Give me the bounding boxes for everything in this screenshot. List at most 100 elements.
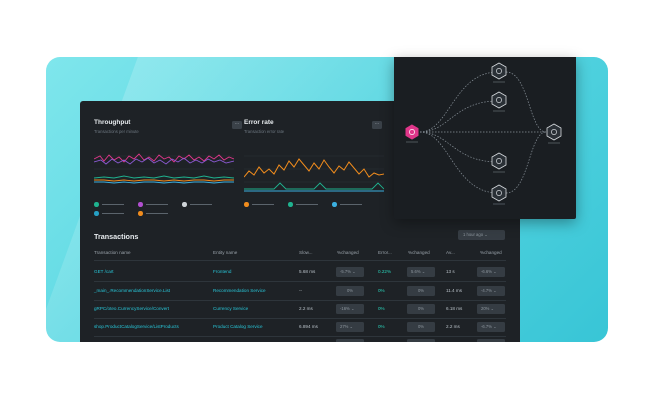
transactions-title: Transactions xyxy=(94,232,139,241)
changed-value: 0% xyxy=(417,306,425,311)
chevron-down-icon: ⌄ xyxy=(484,232,488,237)
legend-item xyxy=(182,202,212,207)
error-rate-more-button[interactable]: ··· xyxy=(372,121,382,129)
series-line-orange xyxy=(244,158,384,178)
legend-item xyxy=(138,211,168,216)
changed-badge: 0% xyxy=(336,286,364,296)
changed-badge: -4.7% ⌄ xyxy=(477,286,505,296)
target-service-node[interactable] xyxy=(546,123,562,144)
edge xyxy=(505,71,547,133)
slow-value: -- xyxy=(299,288,303,293)
error-value: 0.22% xyxy=(378,269,392,274)
error-value: 0% xyxy=(378,306,385,311)
transaction-name-link[interactable]: shop.ProductCatalogService/ListProducts xyxy=(94,324,179,329)
hexagon-node-icon xyxy=(546,123,562,141)
edge xyxy=(419,71,499,133)
changed-badge: 20% ⌄ xyxy=(477,304,505,314)
service-node-a[interactable] xyxy=(491,62,507,83)
legend-item xyxy=(332,202,362,207)
legend-item xyxy=(94,202,124,207)
avg-value: 13 s xyxy=(446,269,455,274)
col-header-changed[interactable]: %changed xyxy=(337,250,359,255)
legend-item xyxy=(94,211,124,216)
col-header-entity-name[interactable]: Entity name xyxy=(213,250,238,255)
col-header-avg[interactable]: Av... xyxy=(446,250,455,255)
changed-badge: 5.6% ⌄ xyxy=(407,267,435,277)
service-icon xyxy=(496,190,502,196)
entity-name-link[interactable]: Frontend xyxy=(213,269,232,274)
row-divider xyxy=(94,336,506,337)
changed-badge: 0% xyxy=(407,304,435,314)
series-line-pink xyxy=(94,153,234,163)
legend-item xyxy=(244,202,274,207)
time-range-dropdown[interactable]: 1 hour ago ⌄ xyxy=(458,230,505,240)
changed-badge: 27% ⌄ xyxy=(336,322,364,332)
hexagon-node-icon xyxy=(491,62,507,80)
time-range-label: 1 hour ago xyxy=(463,232,484,237)
throughput-title: Throughput xyxy=(94,119,131,126)
changed-badge: -5.7% ⌄ xyxy=(336,267,364,277)
service-icon xyxy=(496,68,502,74)
header-divider xyxy=(94,260,506,261)
throughput-chart xyxy=(94,153,234,184)
service-node-b[interactable] xyxy=(491,91,507,112)
service-icon xyxy=(496,97,502,103)
error-value: 0% xyxy=(378,288,385,293)
changed-value: -16% xyxy=(340,306,350,311)
col-header-error[interactable]: Error... xyxy=(378,250,392,255)
error-rate-title: Error rate xyxy=(244,119,274,126)
entity-name-link[interactable]: Recommendation Service xyxy=(213,288,266,293)
hexagon-node-icon xyxy=(491,91,507,109)
service-map-panel xyxy=(394,57,576,219)
service-node-d[interactable] xyxy=(491,184,507,205)
service-icon xyxy=(551,129,557,135)
changed-badge: 0% xyxy=(407,322,435,332)
transaction-name-link[interactable]: gRPC/oteo.CurrencyService/Convert xyxy=(94,306,170,311)
edge xyxy=(419,131,499,194)
entity-name-link[interactable]: Currency Service xyxy=(213,306,249,311)
error-value: 0% xyxy=(378,324,385,329)
row-divider xyxy=(94,318,506,319)
service-node-c[interactable] xyxy=(491,152,507,173)
changed-value: 27% xyxy=(340,324,349,329)
changed-value: 5.6% xyxy=(411,269,421,274)
edge xyxy=(505,131,547,194)
throughput-more-button[interactable]: ··· xyxy=(232,121,242,129)
service-map-edges xyxy=(419,71,547,194)
error-rate-subtitle: Transaction error rate xyxy=(244,129,285,134)
series-line-green xyxy=(244,182,384,190)
series-line-green xyxy=(94,175,234,179)
hexagon-node-icon xyxy=(491,152,507,170)
col-header-changed[interactable]: %changed xyxy=(480,250,502,255)
entity-name-link[interactable]: Product Catalog Service xyxy=(213,324,263,329)
error-rate-panel: Error rate Transaction error rate ··· xyxy=(244,119,394,219)
row-divider xyxy=(94,300,506,301)
avg-value: 6.18 ms xyxy=(446,306,463,311)
edge xyxy=(419,100,499,133)
col-header-transaction-name[interactable]: Transaction name xyxy=(94,250,131,255)
changed-value: 0% xyxy=(417,324,425,329)
transaction-name-link[interactable]: GET /cart xyxy=(94,269,114,274)
changed-badge: -6.7% ⌄ xyxy=(477,322,505,332)
entry-service-node[interactable] xyxy=(405,124,419,143)
transaction-name-link[interactable]: _main_.RecommendationService.List xyxy=(94,288,171,293)
changed-badge: 0% xyxy=(407,286,435,296)
changed-badge-partial xyxy=(407,339,435,342)
service-map xyxy=(405,62,562,205)
changed-badge-partial xyxy=(336,339,364,342)
changed-value: -5.7% xyxy=(340,269,351,274)
legend-item xyxy=(138,202,168,207)
changed-value: -6.6% xyxy=(481,269,492,274)
row-divider xyxy=(94,281,506,282)
changed-badge: -6.6% ⌄ xyxy=(477,267,505,277)
col-header-changed[interactable]: %changed xyxy=(408,250,430,255)
error-rate-chart xyxy=(244,155,384,192)
avg-value: 2.2 ms xyxy=(446,324,460,329)
changed-value: -6.7% xyxy=(481,324,492,329)
hexagon-node-icon xyxy=(491,184,507,202)
changed-badge-partial xyxy=(477,339,505,342)
changed-value: 0% xyxy=(417,288,425,293)
changed-badge: -16% ⌄ xyxy=(336,304,364,314)
col-header-slow[interactable]: Slow... xyxy=(299,250,313,255)
